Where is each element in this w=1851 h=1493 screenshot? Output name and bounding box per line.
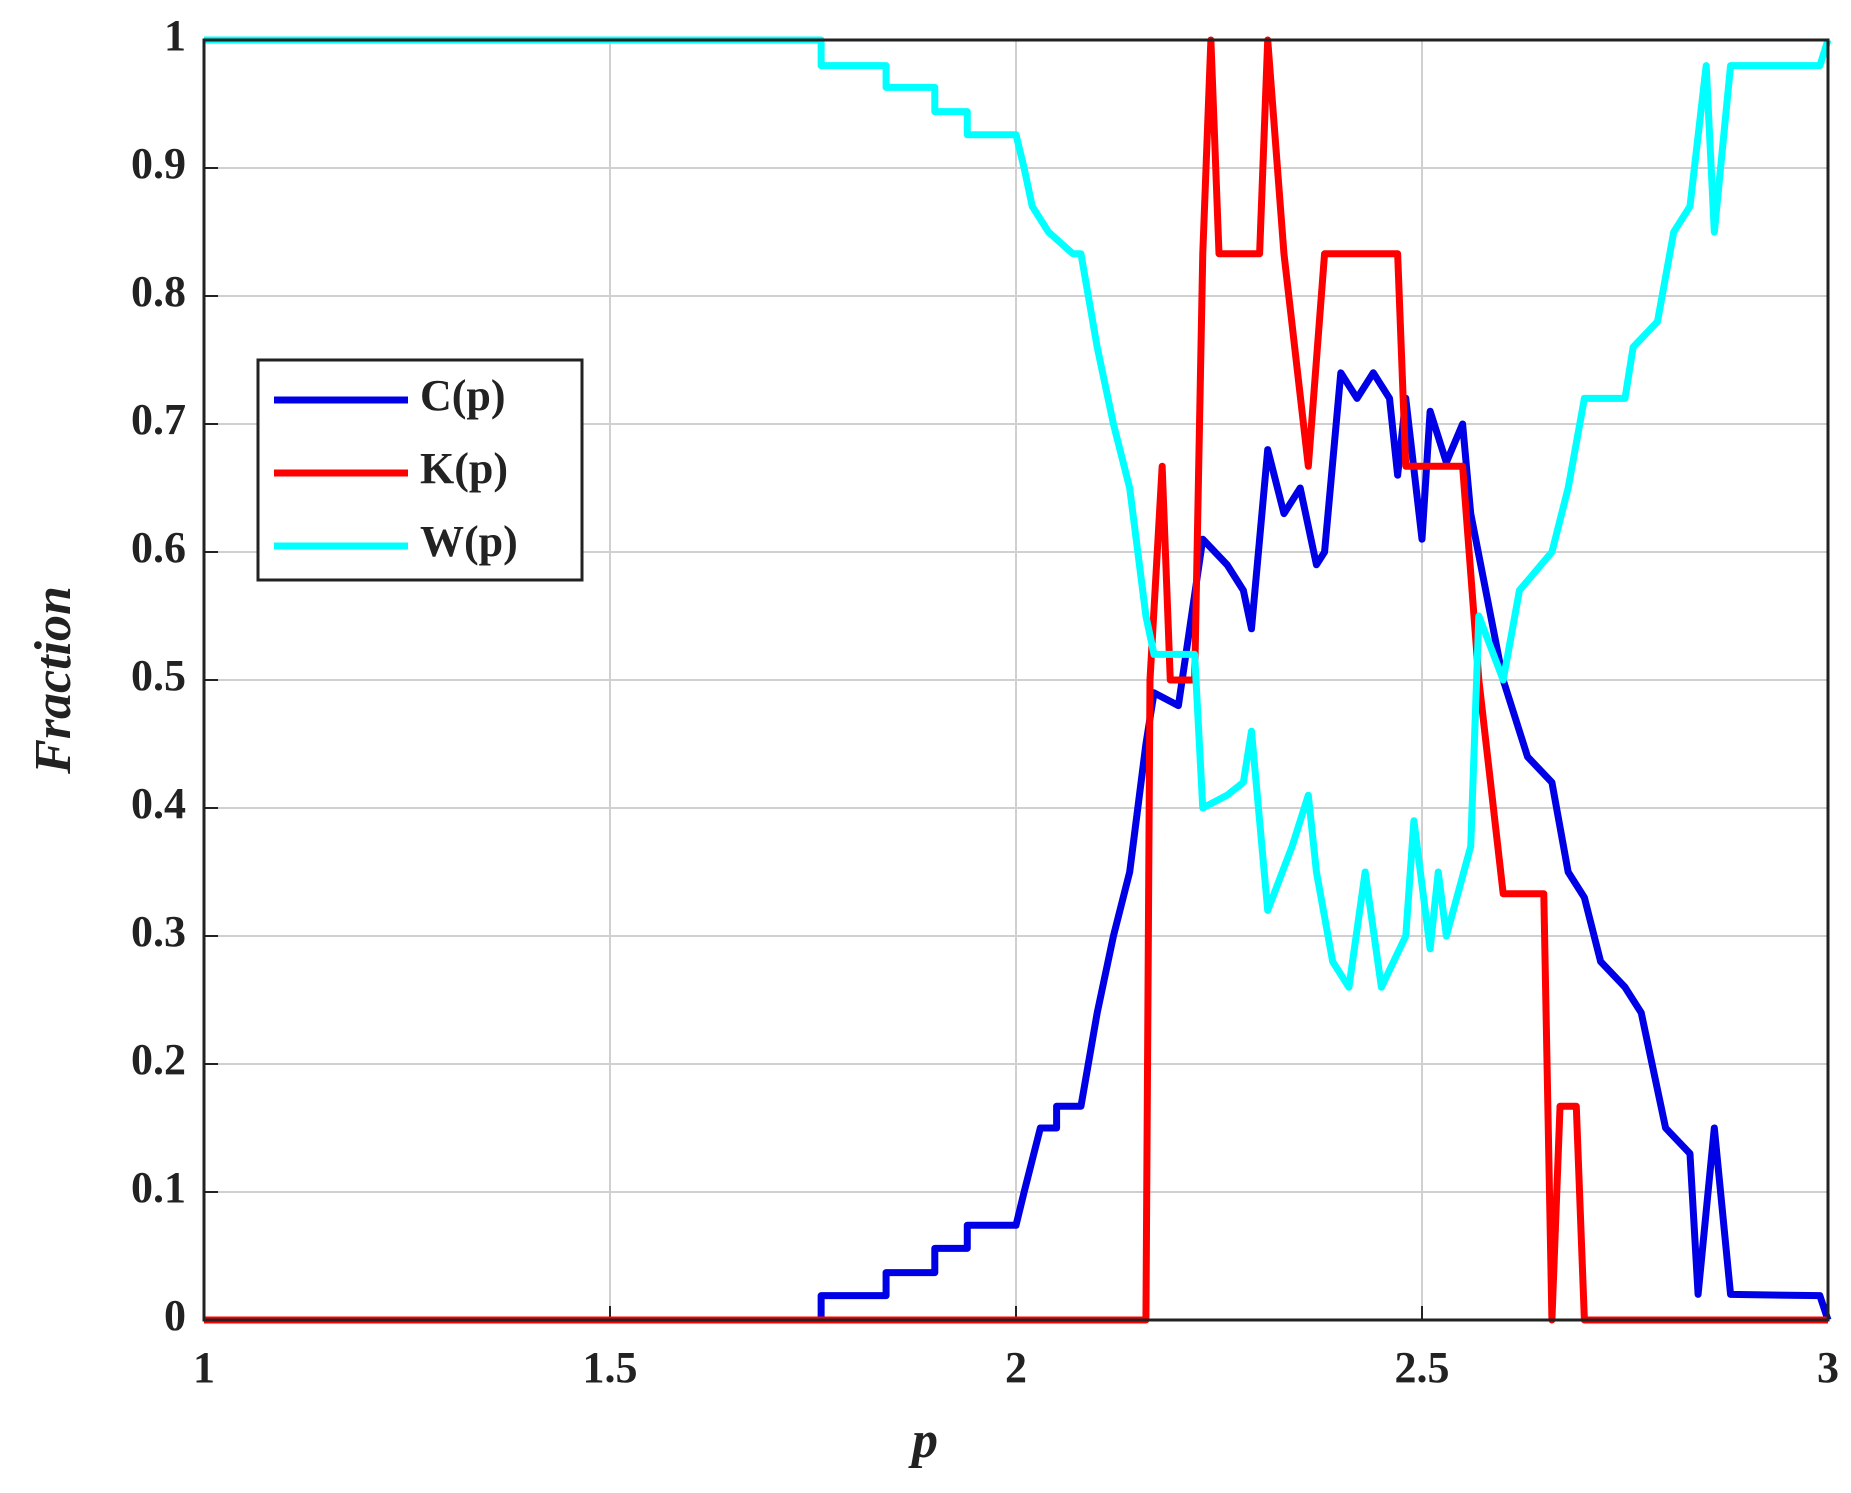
x-tick-label: 2.5 [1395,1343,1450,1392]
y-tick-label: 0.3 [131,907,186,956]
y-tick-label: 1 [164,11,186,60]
y-tick-label: 0.4 [131,779,186,828]
y-tick-label: 0 [164,1291,186,1340]
x-tick-label: 1 [193,1343,215,1392]
y-tick-label: 0.1 [131,1163,186,1212]
y-tick-label: 0.2 [131,1035,186,1084]
y-tick-label: 0.8 [131,267,186,316]
y-tick-label: 0.7 [131,395,186,444]
legend-label: K(p) [420,444,508,493]
axes-box [202,38,1830,1322]
x-tick-label: 1.5 [583,1343,638,1392]
x-tick-label: 2 [1005,1343,1027,1392]
x-tick-label: 3 [1817,1343,1839,1392]
legend-label: W(p) [420,517,518,566]
y-tick-label: 0.9 [131,139,186,188]
y-tick-label: 0.5 [131,651,186,700]
y-tick-label: 0.6 [131,523,186,572]
y-axis-label: Fraction [25,586,82,775]
x-axis-label: p [908,1412,938,1469]
legend-label: C(p) [420,371,506,420]
data-line [204,369,1832,1324]
data-line [204,36,1832,991]
